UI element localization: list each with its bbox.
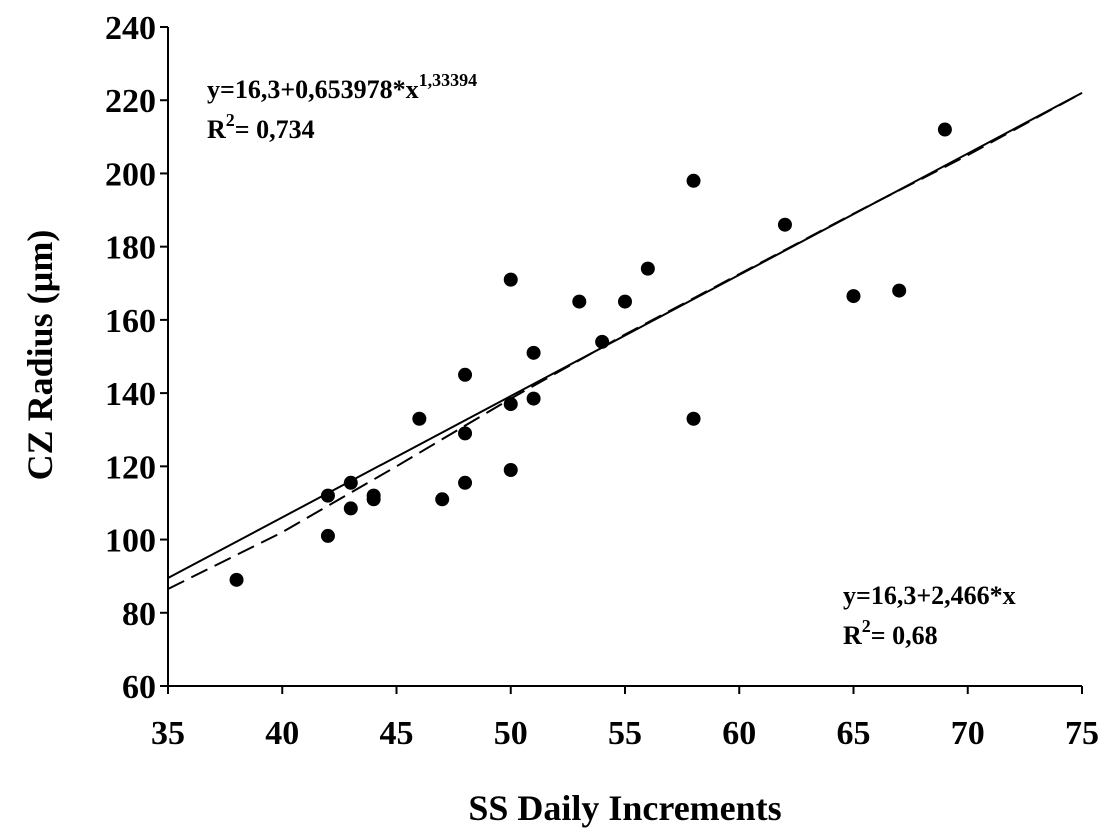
- data-point: [458, 367, 473, 382]
- data-point: [343, 501, 358, 516]
- annotation-text: y=16,3+0,653978*x: [207, 75, 419, 104]
- x-tick-label: 60: [722, 715, 756, 752]
- annotation-superscript: 2: [226, 110, 235, 130]
- data-point: [458, 426, 473, 441]
- data-point: [458, 475, 473, 490]
- data-point: [892, 283, 907, 298]
- x-tick-label: 45: [380, 715, 414, 752]
- y-tick-label: 160: [105, 303, 156, 340]
- data-point: [846, 289, 861, 304]
- y-tick-label: 60: [122, 669, 156, 706]
- data-point: [503, 272, 518, 287]
- annotation-text: R: [207, 115, 226, 144]
- y-tick-label: 180: [105, 230, 156, 267]
- x-tick-label: 70: [951, 715, 985, 752]
- y-tick-label: 140: [105, 376, 156, 413]
- y-axis-title: CZ Radius (µm): [20, 230, 60, 481]
- annotation-superscript: 1,33394: [419, 70, 478, 90]
- data-point: [320, 488, 335, 503]
- y-tick-label: 240: [105, 10, 156, 47]
- data-point: [618, 294, 632, 309]
- data-point: [937, 122, 952, 137]
- y-tick-label: 80: [122, 596, 156, 633]
- x-axis-title: SS Daily Increments: [468, 788, 781, 828]
- x-tick-label: 75: [1065, 715, 1099, 752]
- annotation: R2= 0,734: [207, 110, 315, 144]
- data-point: [503, 397, 518, 412]
- annotation: y=16,3+0,653978*x1,33394: [207, 70, 477, 104]
- data-point: [503, 462, 518, 477]
- x-tick-label: 40: [265, 715, 299, 752]
- data-point: [343, 475, 358, 490]
- data-point: [229, 572, 244, 587]
- data-point: [366, 492, 381, 507]
- annotation: y=16,3+2,466*x: [843, 581, 1016, 610]
- annotation-text: = 0,734: [235, 115, 315, 144]
- fit-line: [167, 92, 1083, 590]
- data-point: [526, 345, 541, 360]
- y-tick-label: 220: [105, 83, 156, 120]
- data-point: [412, 411, 427, 426]
- x-tick-label: 50: [494, 715, 528, 752]
- data-point: [572, 294, 587, 309]
- y-tick-label: 200: [105, 156, 156, 193]
- x-tick-label: 65: [837, 715, 871, 752]
- data-point: [686, 173, 701, 188]
- data-point: [435, 492, 450, 507]
- x-tick-label: 35: [151, 715, 185, 752]
- x-tick-label: 55: [608, 715, 642, 752]
- data-point: [640, 261, 655, 276]
- data-point: [686, 411, 701, 426]
- data-point: [526, 391, 541, 406]
- annotation: R2= 0,68: [843, 616, 938, 650]
- annotation-text: R: [843, 621, 862, 650]
- y-tick-label: 100: [105, 523, 156, 560]
- data-point: [777, 217, 792, 232]
- annotation-text: = 0,68: [871, 621, 938, 650]
- annotation-text: y=16,3+2,466*x: [843, 581, 1016, 610]
- y-tick-label: 120: [105, 449, 156, 486]
- data-point: [595, 334, 610, 349]
- annotation-superscript: 2: [862, 616, 871, 636]
- data-point: [320, 528, 335, 543]
